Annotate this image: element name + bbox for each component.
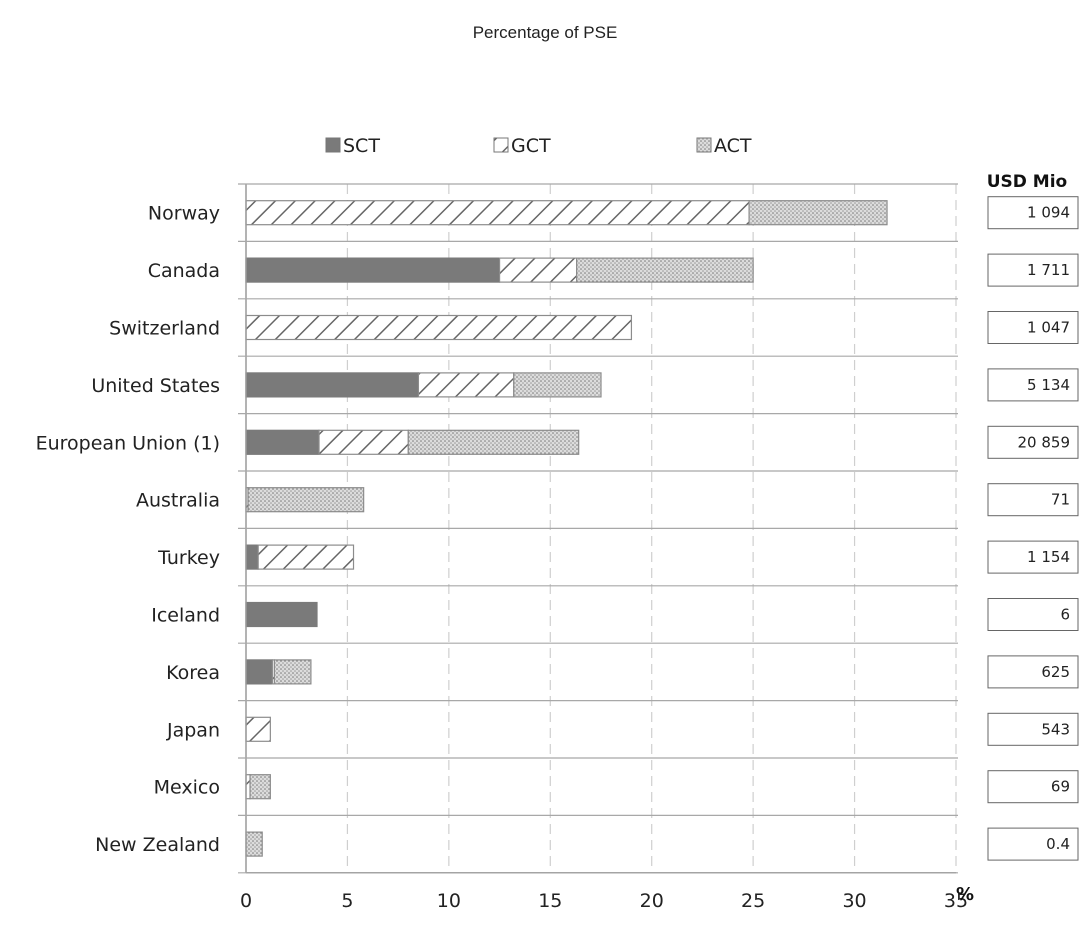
usd-value-11: 0.4 [1046, 835, 1070, 853]
category-label-1: Canada [148, 260, 220, 282]
chart-title: Percentage of PSE [473, 23, 618, 42]
usd-box-5 [987, 483, 1079, 517]
category-label-7: Iceland [151, 605, 220, 627]
legend-swatch-gct [493, 137, 509, 153]
usd-value-0: 1 094 [1027, 204, 1070, 222]
bar-act-3 [513, 372, 602, 398]
bars [245, 200, 888, 857]
bar-act-10 [249, 774, 271, 800]
bar-act-0 [748, 200, 888, 226]
usd-value-1: 1 711 [1027, 261, 1070, 279]
bar-gct-4 [318, 429, 409, 455]
x-tick-labels: 0 5 10 15 20 25 30 35 [240, 890, 968, 912]
usd-values: 1 094 1 711 1 047 5 134 20 859 71 1 154 6 625 543… [987, 196, 1079, 861]
bar-gct-2 [245, 314, 633, 341]
bar-sct-3 [245, 372, 420, 398]
bar-act-5 [247, 487, 365, 513]
x-tick-4: 20 [640, 890, 664, 912]
usd-value-3: 5 134 [1027, 376, 1070, 394]
usd-box-6 [987, 540, 1079, 574]
usd-value-8: 625 [1041, 663, 1070, 681]
bar-sct-7 [245, 601, 318, 628]
x-tick-6: 30 [842, 890, 866, 912]
category-label-2: Switzerland [109, 318, 220, 340]
usd-box-1 [987, 253, 1079, 287]
bar-act-11 [245, 831, 263, 857]
category-label-3: United States [91, 375, 220, 397]
category-label-10: Mexico [154, 777, 220, 799]
x-tick-1: 5 [341, 890, 353, 912]
usd-value-10: 69 [1051, 778, 1070, 796]
bar-sct-8 [245, 659, 273, 685]
usd-box-11 [987, 827, 1079, 861]
bar-sct-4 [245, 429, 320, 455]
usd-box-0 [987, 196, 1079, 230]
x-tick-5: 25 [741, 890, 765, 912]
usd-box-7 [987, 598, 1079, 631]
usd-value-4: 20 859 [1018, 433, 1071, 451]
bar-gct-1 [498, 257, 578, 283]
bar-gct-3 [417, 372, 515, 398]
category-label-6: Turkey [157, 547, 220, 569]
legend-swatch-act [696, 137, 712, 153]
bar-sct-6 [245, 544, 259, 570]
legend-label-act: ACT [714, 135, 752, 157]
x-unit-label: % [956, 884, 974, 905]
x-tick-7: 35 [944, 890, 968, 912]
category-label-4: European Union (1) [36, 432, 220, 454]
x-tick-0: 0 [240, 890, 252, 912]
usd-value-2: 1 047 [1027, 319, 1070, 337]
usd-value-6: 1 154 [1027, 548, 1070, 566]
bar-sct-1 [245, 257, 501, 283]
usd-box-4 [987, 425, 1079, 459]
legend-label-gct: GCT [511, 135, 551, 157]
axes [238, 183, 958, 874]
category-label-8: Korea [166, 662, 220, 684]
usd-value-7: 6 [1060, 606, 1070, 624]
category-label-0: Norway [148, 203, 220, 225]
category-label-11: New Zealand [95, 834, 220, 856]
category-label-5: Australia [136, 490, 220, 512]
usd-box-8 [987, 655, 1079, 689]
category-labels: Norway Canada Switzerland United States Euro… [36, 203, 220, 856]
bar-gct-0 [245, 200, 750, 226]
legend-label-sct: SCT [343, 135, 380, 157]
usd-header: USD Mio [987, 172, 1068, 192]
legend-swatch-sct [325, 137, 341, 153]
usd-box-3 [987, 368, 1079, 402]
x-tick-3: 15 [538, 890, 562, 912]
bar-act-4 [407, 429, 580, 455]
bar-gct-9 [245, 716, 271, 742]
category-label-9: Japan [166, 719, 220, 741]
legend: SCT GCT ACT [325, 135, 752, 157]
usd-value-5: 71 [1051, 491, 1070, 509]
bar-act-1 [576, 257, 754, 283]
bar-gct-6 [257, 544, 355, 570]
usd-box-2 [987, 311, 1079, 344]
x-tick-2: 10 [437, 890, 461, 912]
usd-box-9 [987, 712, 1079, 746]
usd-box-10 [987, 770, 1079, 804]
usd-value-9: 543 [1041, 720, 1070, 738]
bar-act-8 [273, 659, 312, 685]
